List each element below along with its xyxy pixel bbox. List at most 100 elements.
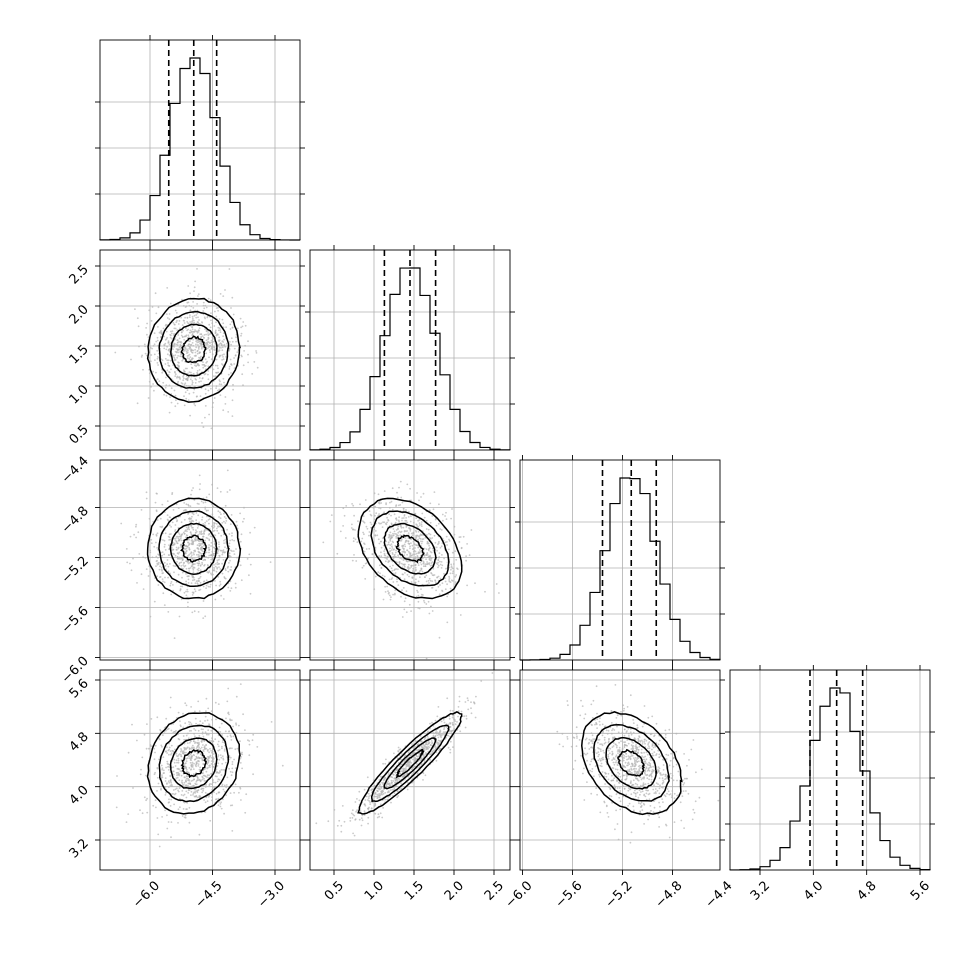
scatter-point <box>177 539 180 542</box>
scatter-point <box>217 745 220 748</box>
scatter-point <box>424 536 427 539</box>
scatter-point <box>425 553 428 556</box>
scatter-point <box>207 761 210 764</box>
scatter-point <box>437 559 440 562</box>
scatter-point <box>209 766 211 768</box>
scatter-point <box>162 381 165 384</box>
scatter-point <box>157 782 160 785</box>
scatter-point <box>207 331 210 333</box>
scatter-point <box>405 517 407 519</box>
scatter-point <box>172 552 175 555</box>
scatter-point <box>155 806 157 809</box>
scatter-point <box>443 557 445 560</box>
scatter-point <box>191 381 194 384</box>
scatter-point <box>195 529 197 531</box>
scatter-point <box>373 492 376 495</box>
contour-1-0-0 <box>180 335 207 364</box>
scatter-point <box>163 731 166 733</box>
scatter-point <box>180 521 183 524</box>
scatter-point <box>207 373 209 376</box>
scatter-point <box>191 763 194 766</box>
scatter-point <box>388 513 390 516</box>
scatter-point <box>231 771 234 774</box>
scatter-point <box>171 493 174 495</box>
scatter-point <box>211 525 213 528</box>
scatter-point <box>191 575 194 577</box>
scatter-point <box>184 349 186 351</box>
scatter-point <box>386 585 388 588</box>
scatter-point <box>145 354 148 357</box>
scatter-point <box>185 560 188 563</box>
scatter-point <box>205 551 208 554</box>
scatter-point <box>455 574 458 576</box>
scatter-point <box>216 567 219 570</box>
scatter-point <box>425 528 428 530</box>
scatter-point <box>414 566 417 569</box>
scatter-point <box>224 396 227 398</box>
scatter-point <box>180 794 183 796</box>
scatter-point <box>195 343 197 346</box>
scatter-point <box>206 515 208 518</box>
scatter-point <box>407 540 410 543</box>
scatter-point <box>193 746 195 749</box>
scatter-point <box>158 568 161 571</box>
scatter-point <box>221 363 223 365</box>
scatter-point <box>423 516 426 519</box>
scatter-point <box>392 581 395 583</box>
scatter-point <box>215 321 217 324</box>
scatter-point <box>243 350 246 352</box>
scatter-point <box>224 289 226 291</box>
scatter-point <box>206 571 209 573</box>
scatter-point <box>192 571 195 574</box>
scatter-point <box>196 341 199 344</box>
scatter-point <box>221 359 224 361</box>
scatter-point <box>416 589 418 592</box>
scatter-point <box>131 723 133 726</box>
scatter-point <box>368 793 370 795</box>
scatter-point <box>437 575 440 578</box>
scatter-point <box>174 394 177 397</box>
scatter-point <box>229 734 232 737</box>
scatter-point <box>189 567 192 569</box>
scatter-point <box>365 795 368 798</box>
scatter-point <box>170 593 173 596</box>
scatter-point <box>367 799 369 801</box>
scatter-point <box>170 368 172 371</box>
scatter-point <box>127 813 130 815</box>
scatter-point <box>376 787 379 790</box>
scatter-point <box>221 741 224 743</box>
scatter-point <box>166 746 168 749</box>
scatter-point <box>203 564 206 567</box>
scatter-point <box>402 517 405 519</box>
scatter-point <box>172 348 174 350</box>
scatter-point <box>176 561 178 563</box>
scatter-point <box>400 526 403 529</box>
scatter-point <box>205 697 208 700</box>
scatter-point <box>201 563 204 566</box>
scatter-point <box>248 553 251 556</box>
scatter-point <box>457 706 460 708</box>
scatter-point <box>221 529 224 531</box>
scatter-point <box>470 701 472 704</box>
scatter-point <box>201 778 204 781</box>
scatter-point <box>384 762 387 765</box>
scatter-point <box>171 749 174 752</box>
scatter-point <box>178 340 180 343</box>
scatter-point <box>420 496 422 498</box>
scatter-point <box>386 544 389 546</box>
scatter-point <box>214 331 217 334</box>
scatter-point <box>432 567 435 570</box>
scatter-point <box>152 345 155 347</box>
scatter-point <box>402 587 405 589</box>
scatter-point <box>182 794 185 797</box>
scatter-point <box>202 304 205 307</box>
scatter-point <box>452 563 455 565</box>
scatter-point <box>229 559 231 562</box>
scatter-point <box>430 740 433 742</box>
scatter-point <box>170 533 172 535</box>
scatter-point <box>401 775 404 777</box>
scatter-point <box>233 553 236 555</box>
scatter-point <box>411 534 414 537</box>
scatter-point <box>216 561 219 564</box>
scatter-point <box>193 588 196 591</box>
